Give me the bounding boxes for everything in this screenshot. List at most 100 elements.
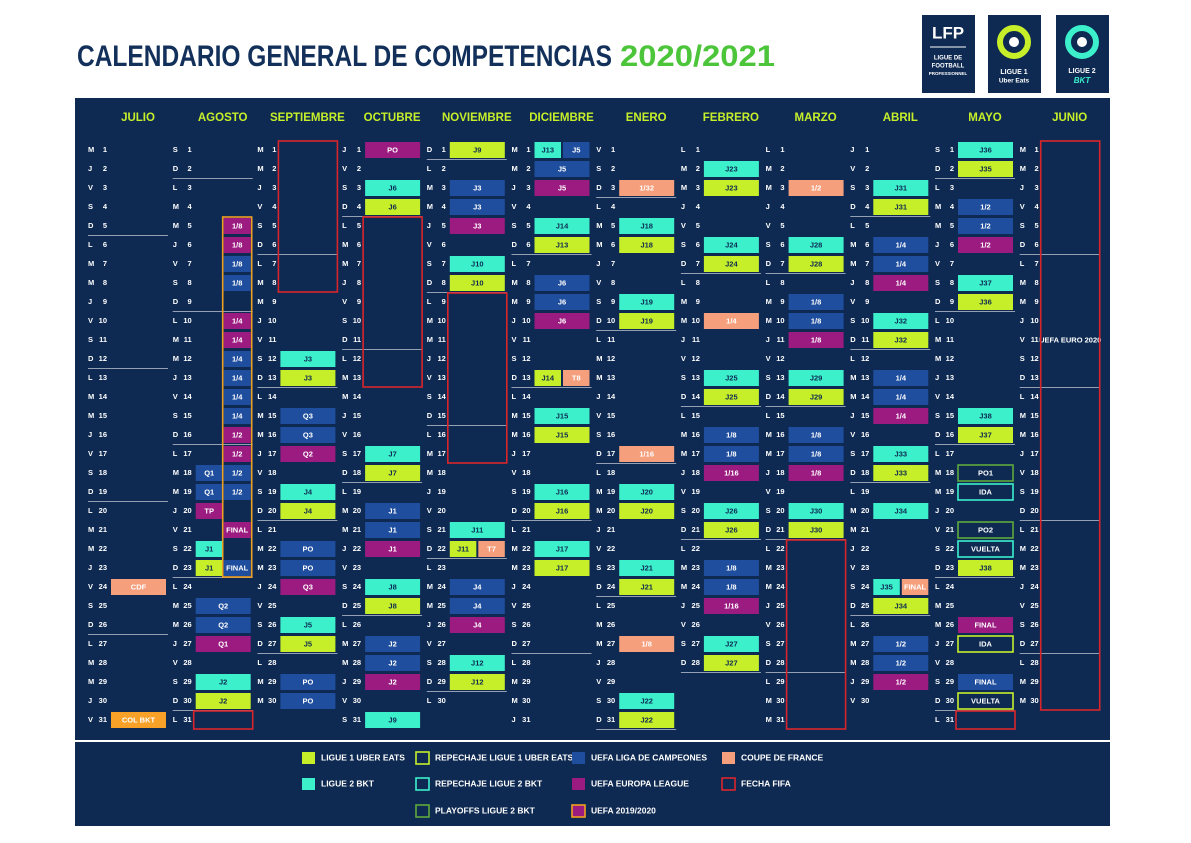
weekday: V [596, 411, 601, 420]
day-number: 9 [1035, 297, 1039, 306]
weekday: S [681, 506, 686, 515]
day-number: 8 [103, 278, 107, 287]
weekday: L [766, 278, 771, 287]
weekday: J [681, 468, 685, 477]
day-number: 30 [1030, 696, 1038, 705]
event-label: J3 [304, 354, 312, 363]
weekday: S [427, 392, 432, 401]
day-number: 10 [607, 316, 615, 325]
day-number: 11 [523, 335, 531, 344]
event-cell [534, 313, 590, 329]
day-number: 16 [437, 430, 445, 439]
day-number: 19 [522, 487, 530, 496]
day-number: 22 [692, 544, 700, 553]
event-cell [534, 180, 590, 196]
event-cell [703, 579, 759, 595]
day-number: 27 [692, 639, 700, 648]
event-cell [534, 370, 561, 386]
event-cell [873, 579, 900, 595]
day-number: 13 [522, 373, 530, 382]
weekday: D [850, 202, 856, 211]
weekday: M [596, 639, 602, 648]
event-label: 1/4 [896, 392, 907, 401]
event-label: J22 [640, 696, 653, 705]
day-number: 5 [272, 221, 276, 230]
event-cell [365, 579, 421, 595]
weekday: D [427, 677, 433, 686]
event-cell [958, 427, 1013, 443]
weekday: S [850, 582, 855, 591]
day-number: 25 [522, 601, 530, 610]
weekday: M [427, 335, 433, 344]
weekday: D [512, 373, 518, 382]
weekday: L [596, 202, 601, 211]
day-number: 24 [183, 582, 192, 591]
weekday: V [681, 487, 686, 496]
weekday: V [257, 335, 262, 344]
weekday: J [173, 506, 177, 515]
weekday: L [596, 601, 601, 610]
event-cell [958, 674, 1013, 690]
weekday: M [88, 411, 94, 420]
weekday: L [766, 145, 771, 154]
event-label: J9 [388, 715, 396, 724]
weekday: D [766, 259, 772, 268]
weekday: D [427, 145, 433, 154]
event-label: 1/16 [639, 449, 654, 458]
day-number: 1 [188, 145, 192, 154]
event-label: J31 [895, 202, 908, 211]
weekday: M [342, 525, 348, 534]
event-cell [958, 560, 1013, 576]
event-label: 1/8 [811, 430, 821, 439]
weekday: M [427, 202, 433, 211]
day-number: 17 [692, 449, 700, 458]
event-cell [703, 522, 759, 538]
weekday: M [1020, 677, 1026, 686]
event-cell [195, 674, 251, 690]
event-cell [788, 370, 844, 386]
day-number: 20 [353, 506, 361, 515]
event-cell [873, 332, 929, 348]
event-label: 1/2 [896, 639, 906, 648]
weekday: J [512, 715, 516, 724]
day-number: 26 [946, 620, 954, 629]
weekday: D [173, 563, 179, 572]
event-cell [280, 617, 336, 633]
event-cell [365, 522, 421, 538]
day-number: 4 [103, 202, 108, 211]
weekday: M [88, 544, 94, 553]
event-label: 1/2 [811, 183, 821, 192]
weekday: V [766, 620, 771, 629]
weekday: V [88, 582, 93, 591]
event-label: J22 [640, 715, 653, 724]
day-number: 12 [437, 354, 445, 363]
event-label: J1 [205, 563, 213, 572]
event-cell [703, 560, 759, 576]
event-cell [449, 617, 505, 633]
day-number: 4 [1035, 202, 1040, 211]
event-label: J32 [895, 316, 908, 325]
day-number: 4 [950, 202, 955, 211]
event-cell [365, 446, 421, 462]
day-number: 14 [99, 392, 108, 401]
event-cell [619, 237, 675, 253]
day-number: 22 [607, 544, 615, 553]
day-number: 7 [357, 259, 361, 268]
day-number: 10 [522, 316, 530, 325]
day-number: 8 [780, 278, 784, 287]
weekday: S [173, 411, 178, 420]
weekday: D [173, 297, 179, 306]
day-number: 31 [99, 715, 107, 724]
day-number: 31 [353, 715, 361, 724]
weekday: M [257, 544, 263, 553]
fifa-box [192, 710, 254, 730]
event-label: 1/4 [896, 278, 907, 287]
event-cell [365, 541, 421, 557]
day-number: 1 [272, 145, 276, 154]
weekday: M [681, 449, 687, 458]
weekday: M [935, 468, 941, 477]
event-label: J34 [895, 601, 908, 610]
weekday: J [850, 544, 854, 553]
weekday: L [257, 392, 262, 401]
weekday: M [257, 297, 263, 306]
